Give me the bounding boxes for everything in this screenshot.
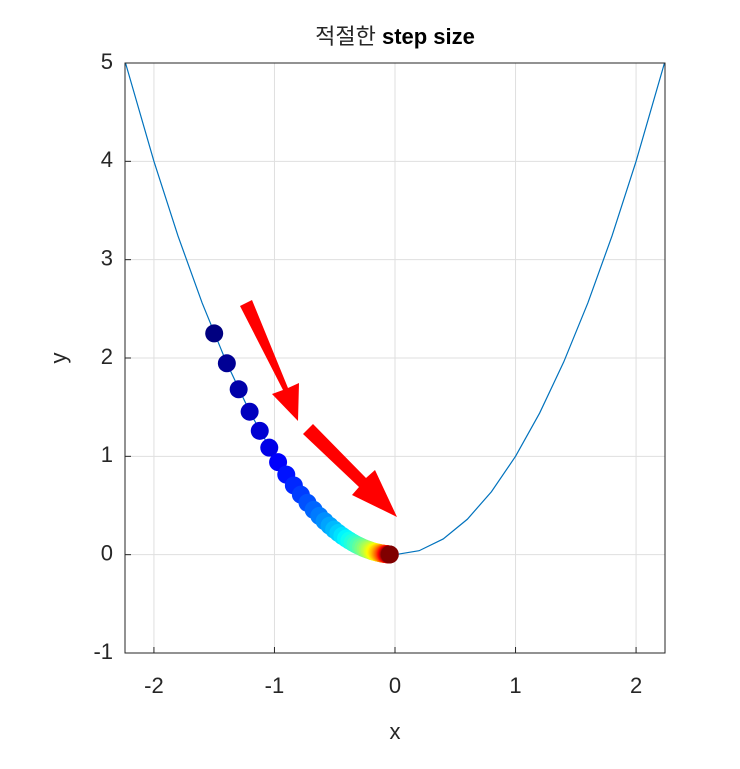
descent-point [229,380,248,399]
descent-point [380,545,399,564]
title-part: 적절한 [315,24,376,49]
y-tick-label: 1 [101,442,113,467]
x-tick-label: 0 [389,673,401,698]
descent-point [205,324,224,343]
descent-point [260,438,279,457]
x-tick-label: -2 [144,673,164,698]
arrow [303,424,397,517]
arrows [240,300,397,517]
descent-point [217,354,236,373]
descent-point [250,421,269,440]
x-tick-label: 2 [630,673,642,698]
x-tick-label: 1 [509,673,521,698]
y-tick-label: 0 [101,540,113,565]
y-tick-label: 4 [101,147,113,172]
y-tick-label: 3 [101,245,113,270]
title-part: step size [382,24,475,49]
x-axis-label: x [390,719,401,744]
x-tick-label: -1 [265,673,285,698]
y-tick-label: 2 [101,344,113,369]
marks [125,63,665,564]
y-tick-label: -1 [93,639,113,664]
chart-title: 적절한 step size [315,24,475,49]
arrow [240,300,299,421]
y-axis-label: y [46,353,71,364]
y-tick-label: 5 [101,49,113,74]
descent-point [240,402,259,421]
